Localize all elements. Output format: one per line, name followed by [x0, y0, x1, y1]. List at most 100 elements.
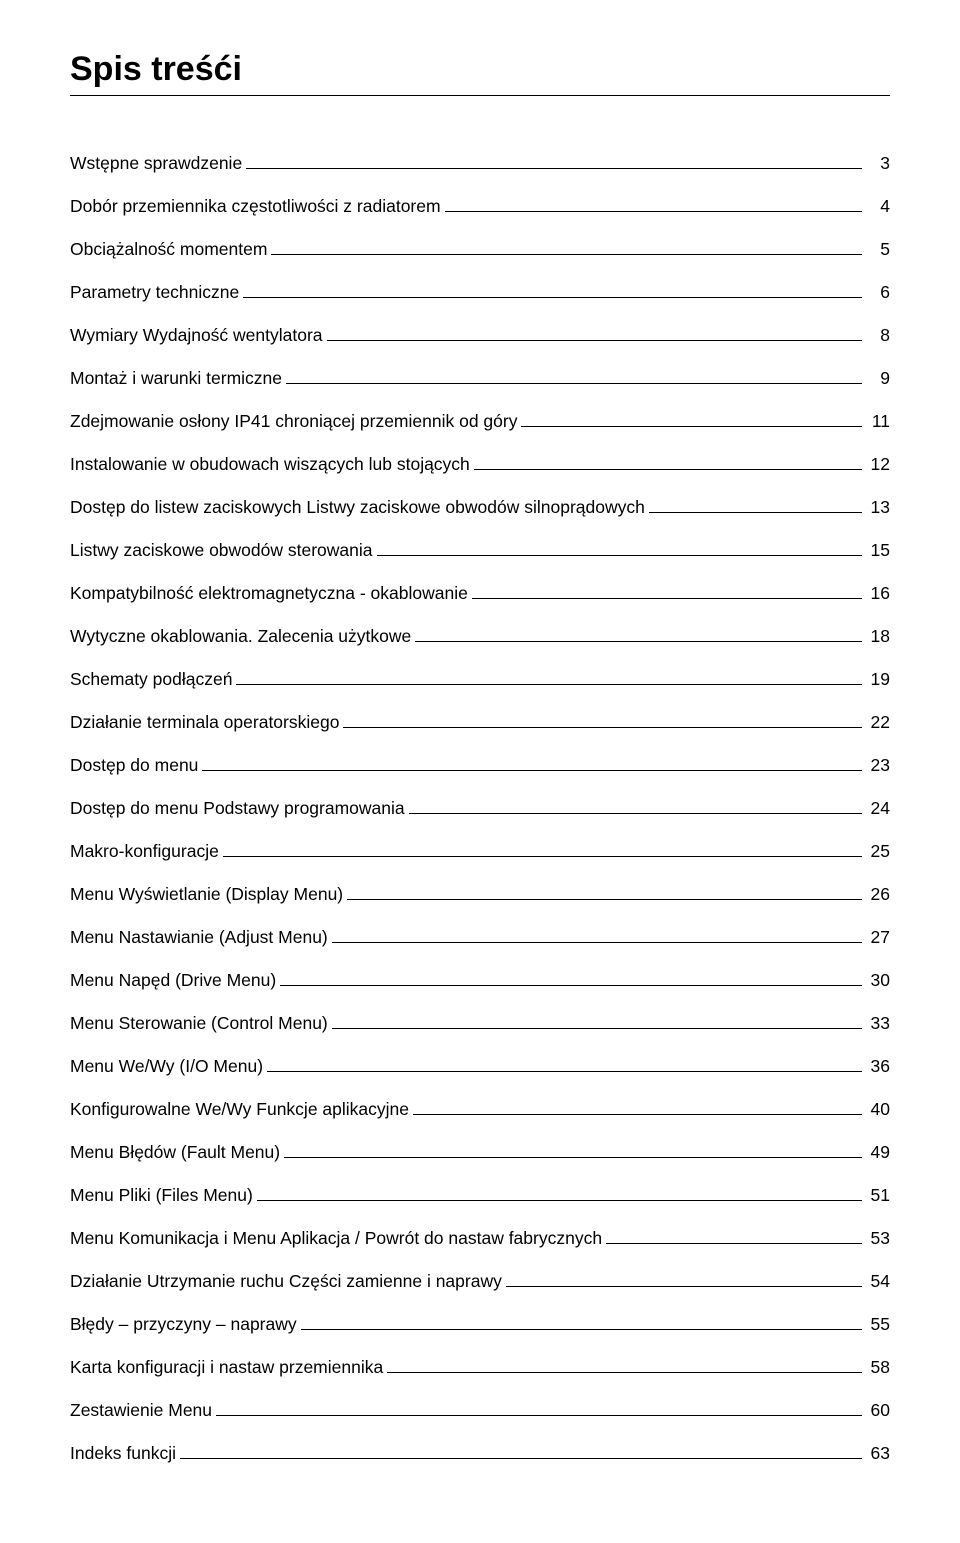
toc-row: Dostęp do listew zaciskowych Listwy zaci…: [70, 494, 890, 516]
toc-entry-page: 30: [866, 972, 890, 990]
toc-leader-line: [216, 1397, 862, 1416]
toc-entry-label: Menu Napęd (Drive Menu): [70, 972, 276, 990]
toc-entry-page: 55: [866, 1316, 890, 1334]
toc-row: Obciążalność momentem 5: [70, 236, 890, 258]
toc-entry-label: Działanie terminala operatorskiego: [70, 714, 339, 732]
toc-leader-line: [474, 451, 862, 470]
toc-leader-line: [246, 150, 862, 169]
toc-row: Menu Sterowanie (Control Menu) 33: [70, 1010, 890, 1032]
toc-entry-page: 58: [866, 1359, 890, 1377]
toc-entry-label: Dostęp do menu: [70, 757, 198, 775]
toc-entry-page: 4: [866, 198, 890, 216]
toc-entry-label: Menu Sterowanie (Control Menu): [70, 1015, 328, 1033]
toc-entry-page: 33: [866, 1015, 890, 1033]
toc-entry-page: 36: [866, 1058, 890, 1076]
toc-entry-label: Menu Nastawianie (Adjust Menu): [70, 929, 328, 947]
toc-leader-line: [280, 967, 862, 986]
toc-row: Parametry techniczne6: [70, 279, 890, 301]
toc-leader-line: [445, 193, 862, 212]
toc-entry-page: 9: [866, 370, 890, 388]
toc-row: Konfigurowalne We/Wy Funkcje aplikacyjne…: [70, 1096, 890, 1118]
toc-row: Menu Komunikacja i Menu Aplikacja / Powr…: [70, 1225, 890, 1247]
toc-leader-line: [377, 537, 863, 556]
toc-entry-label: Błędy – przyczyny – naprawy: [70, 1316, 297, 1334]
toc-row: Menu Napęd (Drive Menu) 30: [70, 967, 890, 989]
toc-row: Dostęp do menu Podstawy programowania 24: [70, 795, 890, 817]
toc-entry-label: Makro-konfiguracje: [70, 843, 219, 861]
toc-entry-label: Kompatybilność elektromagnetyczna - okab…: [70, 585, 468, 603]
toc-leader-line: [415, 623, 862, 642]
toc-row: Wytyczne okablowania. Zalecenia użytkowe…: [70, 623, 890, 645]
toc-entry-page: 49: [866, 1144, 890, 1162]
toc-leader-line: [267, 1053, 862, 1072]
toc-entry-label: Działanie Utrzymanie ruchu Części zamien…: [70, 1273, 502, 1291]
toc-leader-line: [223, 838, 862, 857]
toc-entry-label: Schematy podłączeń: [70, 671, 232, 689]
toc-entry-label: Dostęp do menu Podstawy programowania: [70, 800, 405, 818]
toc-row: Indeks funkcji63: [70, 1440, 890, 1462]
toc-row: Działanie Utrzymanie ruchu Części zamien…: [70, 1268, 890, 1290]
toc-leader-line: [472, 580, 862, 599]
toc-leader-line: [343, 709, 862, 728]
toc-leader-line: [271, 236, 862, 255]
toc-entry-page: 16: [866, 585, 890, 603]
toc-entry-page: 54: [866, 1273, 890, 1291]
toc-leader-line: [332, 924, 862, 943]
toc-row: Menu We/Wy (I/O Menu) 36: [70, 1053, 890, 1075]
toc-entry-label: Instalowanie w obudowach wiszących lub s…: [70, 456, 470, 474]
toc-leader-line: [413, 1096, 862, 1115]
page-title: Spis treśći: [70, 50, 890, 89]
toc-row: Błędy – przyczyny – naprawy 55: [70, 1311, 890, 1333]
table-of-contents: Wstępne sprawdzenie3 Dobór przemiennika c…: [70, 150, 890, 1462]
toc-leader-line: [521, 408, 862, 427]
toc-row: Zestawienie Menu60: [70, 1397, 890, 1419]
toc-entry-label: Zdejmowanie osłony IP41 chroniącej przem…: [70, 413, 517, 431]
toc-entry-page: 6: [866, 284, 890, 302]
toc-entry-label: Karta konfiguracji i nastaw przemiennika: [70, 1359, 383, 1377]
toc-leader-line: [387, 1354, 862, 1373]
toc-entry-page: 5: [866, 241, 890, 259]
toc-entry-page: 53: [866, 1230, 890, 1248]
toc-row: Menu Pliki (Files Menu)51: [70, 1182, 890, 1204]
toc-row: Makro-konfiguracje25: [70, 838, 890, 860]
title-underline: [70, 95, 890, 96]
toc-entry-label: Wstępne sprawdzenie: [70, 155, 242, 173]
toc-leader-line: [236, 666, 862, 685]
toc-row: Montaż i warunki termiczne 9: [70, 365, 890, 387]
toc-leader-line: [506, 1268, 862, 1287]
toc-entry-page: 11: [866, 413, 890, 431]
toc-row: Schematy podłączeń19: [70, 666, 890, 688]
toc-leader-line: [286, 365, 862, 384]
toc-leader-line: [327, 322, 862, 341]
toc-row: Listwy zaciskowe obwodów sterowania15: [70, 537, 890, 559]
toc-row: Działanie terminala operatorskiego 22: [70, 709, 890, 731]
toc-entry-page: 24: [866, 800, 890, 818]
toc-entry-page: 51: [866, 1187, 890, 1205]
toc-row: Menu Nastawianie (Adjust Menu)27: [70, 924, 890, 946]
toc-entry-page: 22: [866, 714, 890, 732]
toc-entry-label: Wymiary Wydajność wentylatora: [70, 327, 323, 345]
toc-row: Dobór przemiennika częstotliwości z radi…: [70, 193, 890, 215]
toc-leader-line: [243, 279, 862, 298]
document-page: Spis treśći Wstępne sprawdzenie3 Dobór pr…: [0, 0, 960, 1543]
toc-entry-label: Montaż i warunki termiczne: [70, 370, 282, 388]
toc-entry-page: 12: [866, 456, 890, 474]
toc-row: Karta konfiguracji i nastaw przemiennika…: [70, 1354, 890, 1376]
toc-entry-page: 18: [866, 628, 890, 646]
toc-leader-line: [649, 494, 862, 513]
toc-leader-line: [180, 1440, 862, 1459]
toc-leader-line: [332, 1010, 862, 1029]
toc-row: Dostęp do menu23: [70, 752, 890, 774]
toc-entry-label: Obciążalność momentem: [70, 241, 267, 259]
toc-row: Kompatybilność elektromagnetyczna - okab…: [70, 580, 890, 602]
toc-row: Instalowanie w obudowach wiszących lub s…: [70, 451, 890, 473]
toc-row: Zdejmowanie osłony IP41 chroniącej przem…: [70, 408, 890, 430]
toc-row: Wstępne sprawdzenie3: [70, 150, 890, 172]
toc-row: Wymiary Wydajność wentylatora8: [70, 322, 890, 344]
toc-leader-line: [301, 1311, 862, 1330]
toc-entry-label: Konfigurowalne We/Wy Funkcje aplikacyjne: [70, 1101, 409, 1119]
toc-entry-label: Menu We/Wy (I/O Menu): [70, 1058, 263, 1076]
toc-entry-page: 15: [866, 542, 890, 560]
toc-entry-label: Menu Błędów (Fault Menu): [70, 1144, 280, 1162]
toc-entry-page: 40: [866, 1101, 890, 1119]
